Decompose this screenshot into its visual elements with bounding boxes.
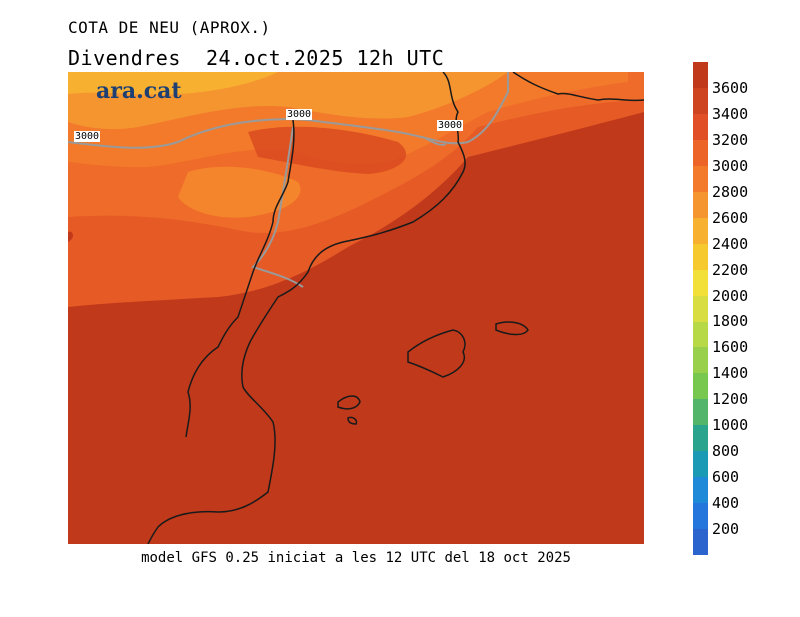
legend-tick-label: 2800: [712, 182, 749, 201]
legend-swatch: [693, 191, 708, 218]
legend-swatch: [693, 321, 708, 348]
legend-swatch: [693, 243, 708, 270]
legend-tick-label: 1600: [712, 338, 749, 357]
legend-tick-label: 400: [712, 494, 740, 513]
contour-label-3000: 3000: [437, 120, 464, 131]
legend-swatch: [693, 477, 708, 504]
border-lines: [68, 72, 509, 288]
legend-swatch: [693, 529, 708, 556]
contour-label-3000: 3000: [286, 109, 313, 120]
legend-tick-label: 800: [712, 442, 740, 461]
legend-swatch: [693, 113, 708, 140]
legend-tick-label: 1000: [712, 416, 749, 435]
snow-level-map: [68, 72, 644, 544]
legend-tick-label: 2200: [712, 260, 749, 279]
legend-tick-label: 2400: [712, 234, 749, 253]
legend-swatch: [693, 165, 708, 192]
legend-swatch: [693, 295, 708, 322]
legend-swatch: [693, 87, 708, 114]
inland-border: [185, 119, 295, 438]
legend-tick-label: 600: [712, 468, 740, 487]
top-peak: [68, 72, 278, 95]
map-title: COTA DE NEU (APROX.): [68, 18, 271, 37]
color-legend: [693, 62, 708, 556]
legend-tick-label: 1800: [712, 312, 749, 331]
contour-label-3000: 3000: [74, 131, 101, 142]
legend-tick-label: 1200: [712, 390, 749, 409]
legend-swatch: [693, 347, 708, 374]
legend-swatch: [693, 62, 708, 88]
legend-tick-label: 3600: [712, 78, 749, 97]
legend-ticks: 3600 3400 3200 3000 2800 2600 2400 2200 2000 1800…: [712, 62, 792, 555]
legend-swatch: [693, 451, 708, 478]
legend-tick-label: 3200: [712, 130, 749, 149]
orange-patch: [178, 166, 301, 218]
legend-swatch: [693, 503, 708, 530]
legend-tick-label: 3000: [712, 156, 749, 175]
ara-cat-logo: ara.cat: [96, 78, 182, 104]
coastline: [147, 72, 644, 544]
legend-tick-label: 2000: [712, 286, 749, 305]
model-caption: model GFS 0.25 iniciat a les 12 UTC del …: [141, 550, 571, 566]
mallorca: [407, 329, 466, 378]
legend-swatch: [693, 269, 708, 296]
legend-swatch: [693, 217, 708, 244]
legend-swatch: [693, 139, 708, 166]
legend-swatch: [693, 373, 708, 400]
west-blob: [68, 231, 73, 242]
legend-tick-label: 1400: [712, 364, 749, 383]
legend-tick-label: 3400: [712, 104, 749, 123]
legend-tick-label: 2600: [712, 208, 749, 227]
map-subtitle: Divendres 24.oct.2025 12h UTC: [68, 46, 445, 70]
legend-swatch: [693, 399, 708, 426]
menorca: [495, 321, 529, 336]
legend-tick-label: 200: [712, 520, 740, 539]
formentera: [347, 416, 358, 425]
legend-swatch: [693, 425, 708, 452]
ibiza: [337, 395, 361, 410]
